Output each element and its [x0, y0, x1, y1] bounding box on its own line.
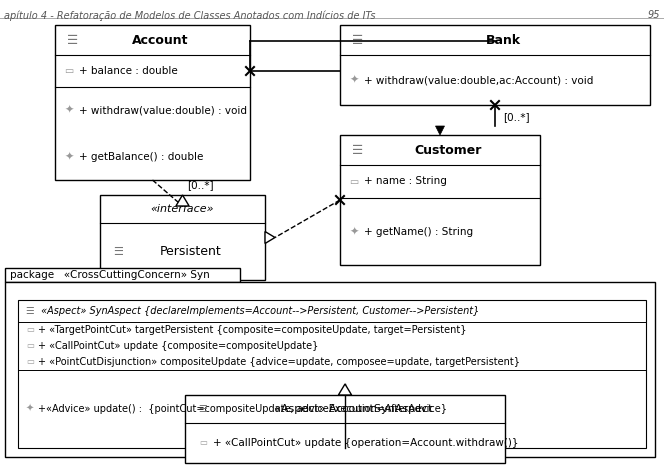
Text: 95: 95: [647, 10, 660, 20]
Bar: [185, 395, 505, 463]
Text: + name : String: + name : String: [364, 176, 447, 186]
Text: ☰: ☰: [353, 34, 364, 46]
Text: [0..*]: [0..*]: [503, 112, 530, 122]
Text: ☰: ☰: [113, 246, 123, 256]
Text: ☰: ☰: [67, 34, 78, 46]
Text: +«Advice» update() :  {pointCut=compositeUpdate, adviceExecution=AfterAdvice}: +«Advice» update() : {pointCut=composite…: [38, 404, 447, 414]
Polygon shape: [339, 384, 352, 395]
Bar: [100, 195, 265, 280]
Text: + «PointCutDisjunction» compositeUpdate {advice=update, composee=update, targetP: + «PointCutDisjunction» compositeUpdate …: [38, 357, 520, 367]
Text: + withdraw(value:double) : void: + withdraw(value:double) : void: [79, 105, 247, 115]
Polygon shape: [176, 195, 189, 206]
Text: Customer: Customer: [414, 144, 481, 156]
Text: ✦: ✦: [349, 227, 359, 237]
Text: [0..*]: [0..*]: [187, 180, 214, 190]
Text: ▭: ▭: [64, 66, 74, 76]
Text: ▭: ▭: [349, 176, 359, 186]
Bar: [55, 25, 250, 180]
Text: ▭: ▭: [26, 357, 34, 366]
Text: + withdraw(value:double,ac:Account) : void: + withdraw(value:double,ac:Account) : vo…: [364, 75, 594, 85]
Text: + «CallPointCut» update {composite=compositeUpdate}: + «CallPointCut» update {composite=compo…: [38, 341, 318, 351]
Text: ▭: ▭: [199, 438, 207, 447]
Bar: [340, 25, 650, 105]
Text: + getBalance() : double: + getBalance() : double: [79, 152, 203, 162]
Bar: [340, 135, 540, 265]
Text: ✦: ✦: [349, 75, 359, 85]
Polygon shape: [436, 126, 444, 135]
Bar: [5, 268, 240, 282]
Text: ▭: ▭: [26, 341, 34, 350]
Text: «interface»: «interface»: [151, 204, 214, 214]
Text: + «CallPointCut» update {operation=Account.withdraw()}: + «CallPointCut» update {operation=Accou…: [213, 438, 519, 448]
Text: ✦: ✦: [26, 404, 34, 414]
Bar: [18, 300, 646, 448]
Text: ☰: ☰: [199, 404, 207, 414]
Text: ▭: ▭: [26, 326, 34, 335]
Text: «Aspect» SynAspect {declareImplements=Account-->Persistent, Customer-->Persisten: «Aspect» SynAspect {declareImplements=Ac…: [38, 306, 479, 316]
Text: Account: Account: [132, 34, 189, 46]
Text: ☰: ☰: [26, 306, 35, 316]
Polygon shape: [265, 231, 275, 244]
Bar: [5, 282, 655, 457]
Text: apítulo 4 - Refatoração de Modelos de Classes Anotados com Indícios de ITs: apítulo 4 - Refatoração de Modelos de Cl…: [4, 10, 376, 20]
Text: Persistent: Persistent: [159, 245, 221, 258]
Text: + getName() : String: + getName() : String: [364, 227, 473, 237]
Text: ✦: ✦: [64, 105, 74, 115]
Text: Bank: Bank: [485, 34, 521, 46]
Text: ☰: ☰: [353, 144, 364, 156]
Text: «Aspect» AccountSynAspect: «Aspect» AccountSynAspect: [274, 404, 432, 414]
Text: ✦: ✦: [64, 152, 74, 162]
Text: package   «CrossCuttingConcern» Syn: package «CrossCuttingConcern» Syn: [10, 270, 210, 280]
Text: + «TargetPointCut» targetPersistent {composite=compositeUpdate, target=Persisten: + «TargetPointCut» targetPersistent {com…: [38, 325, 467, 335]
Text: + balance : double: + balance : double: [79, 66, 178, 76]
